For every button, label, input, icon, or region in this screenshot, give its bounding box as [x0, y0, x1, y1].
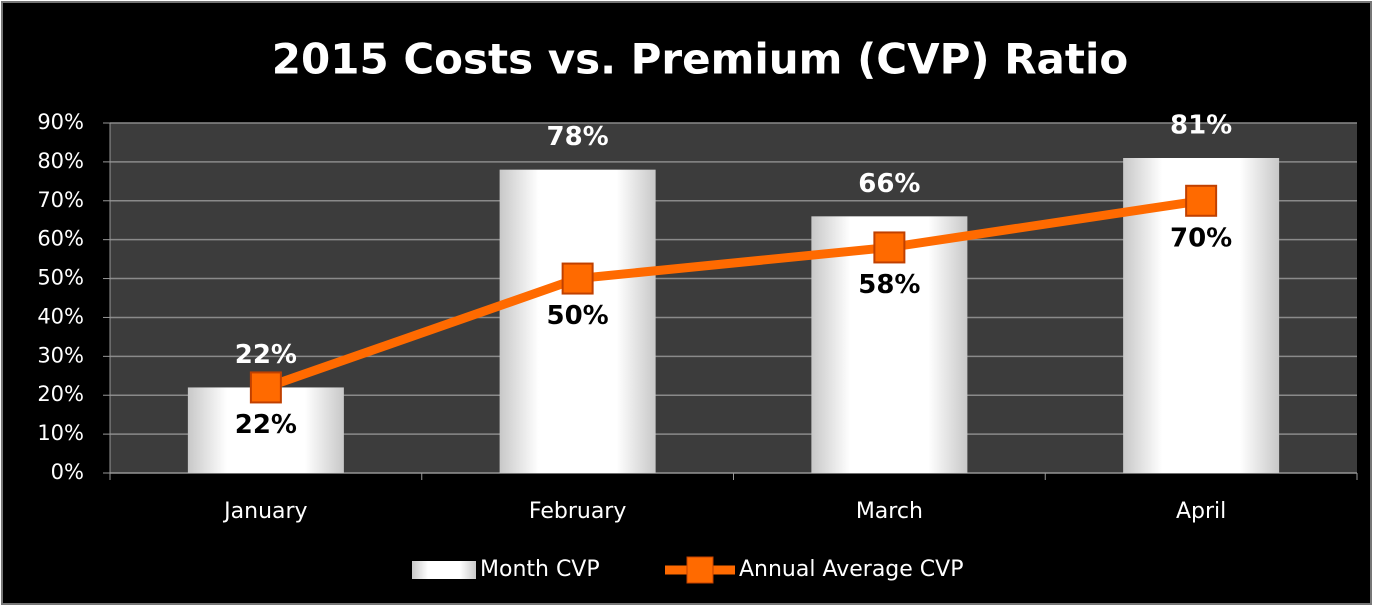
x-tick-label: April [1176, 499, 1226, 524]
marker [561, 262, 594, 295]
bar-value-label: 22% [235, 340, 297, 370]
y-tick-label: 10% [37, 421, 84, 445]
y-tick-label: 30% [37, 343, 84, 367]
x-tick-label: March [856, 499, 923, 524]
y-tick-label: 60% [37, 227, 84, 251]
bar-value-label: 78% [547, 122, 609, 152]
line [264, 196, 1202, 392]
y-tick-label: 70% [37, 188, 84, 212]
line-value-label: 22% [235, 410, 297, 440]
y-tick-label: 0% [51, 460, 84, 484]
y-tick-label: 50% [37, 266, 84, 290]
y-tick-label: 20% [37, 382, 84, 406]
bar-value-label: 66% [858, 169, 920, 199]
line-value-label: 50% [547, 301, 609, 331]
marker [873, 231, 906, 264]
legend-swatch [686, 556, 714, 584]
bar-value-label: 81% [1170, 111, 1232, 141]
y-tick-label: 40% [37, 304, 84, 328]
x-tick-label: January [222, 499, 307, 524]
legend-label: Month CVP [480, 557, 600, 582]
y-tick-label: 90% [37, 110, 84, 134]
chart-title: 2015 Costs vs. Premium (CVP) Ratio [272, 35, 1128, 84]
legend-swatch [412, 561, 476, 579]
bar [499, 169, 656, 473]
line-value-label: 70% [1170, 223, 1232, 253]
marker [1185, 184, 1218, 217]
y-tick-label: 80% [37, 149, 84, 173]
marker [249, 371, 282, 404]
line-value-label: 58% [858, 270, 920, 300]
x-tick-label: February [529, 499, 627, 524]
legend-label: Annual Average CVP [739, 557, 963, 582]
